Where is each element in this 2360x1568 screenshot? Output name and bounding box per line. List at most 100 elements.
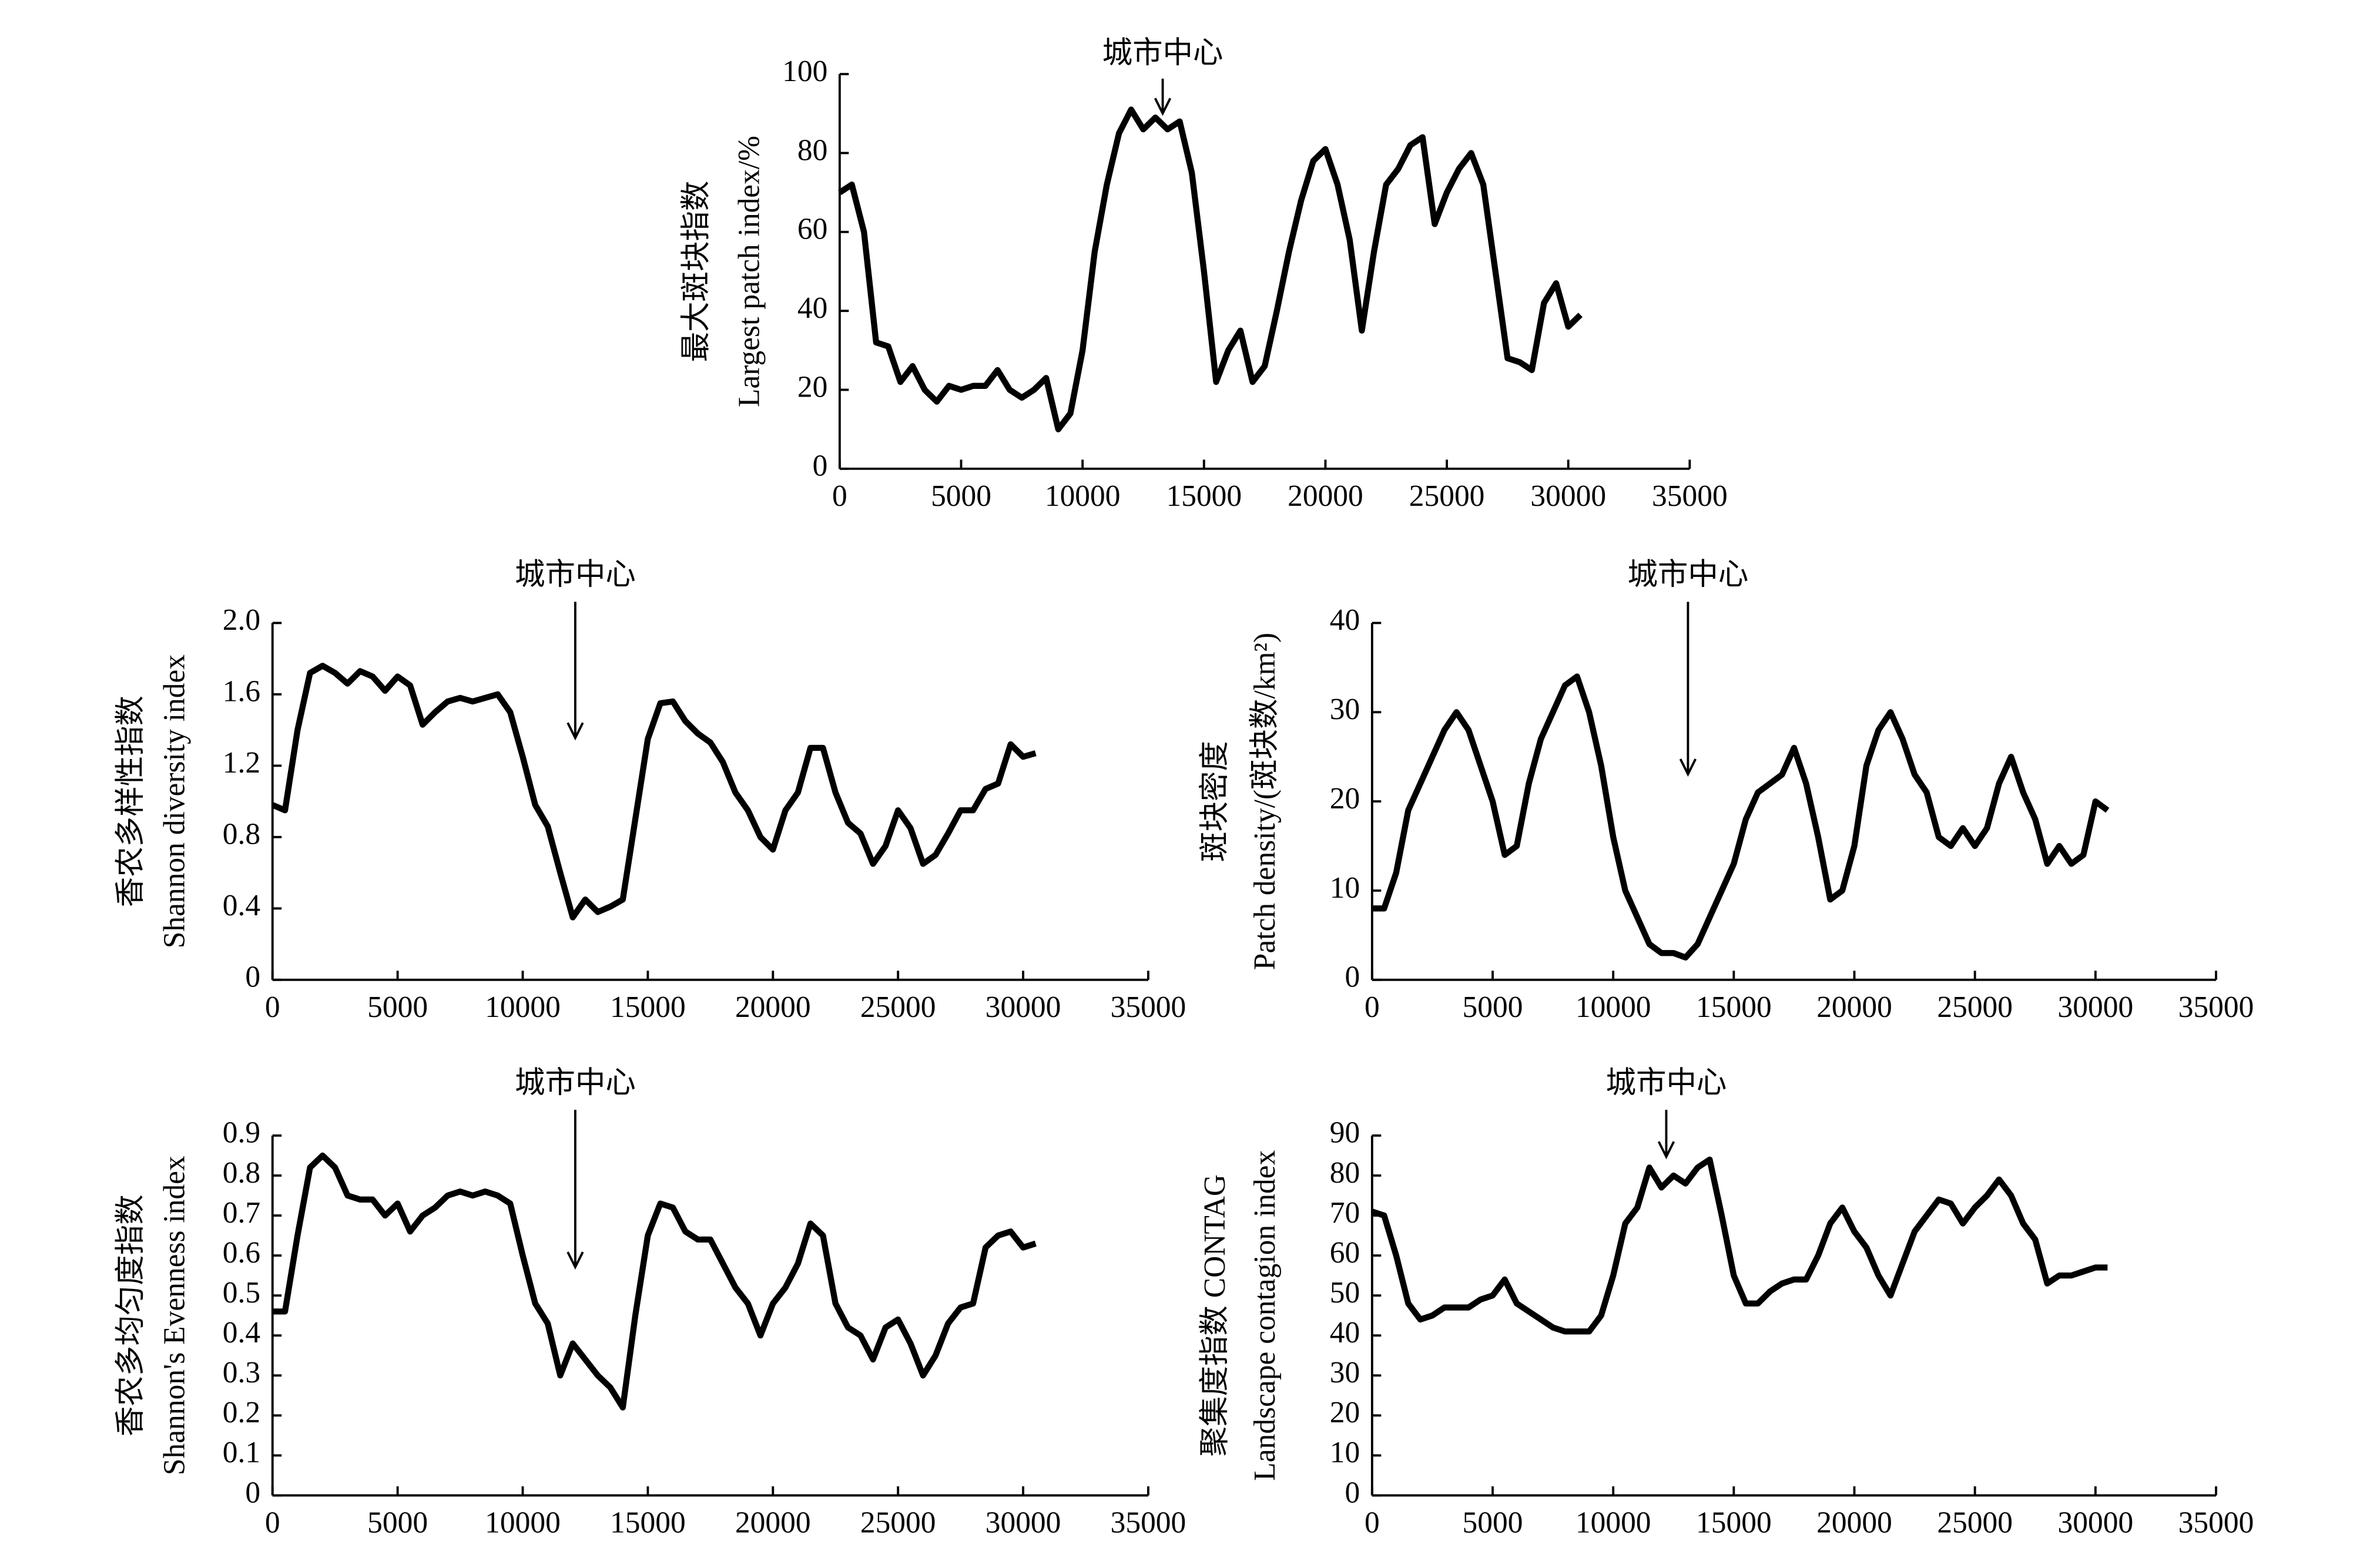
y-tick-label: 0.9 — [223, 1116, 260, 1150]
x-tick-label: 35000 — [1652, 479, 1728, 513]
y-tick-label: 80 — [797, 133, 827, 167]
y-tick-label: 0.4 — [223, 889, 260, 922]
y-tick-label: 90 — [1330, 1116, 1360, 1150]
y-tick-label: 10 — [1330, 1436, 1360, 1469]
y-tick-label: 0 — [1345, 961, 1360, 994]
x-tick-label: 35000 — [1111, 991, 1186, 1024]
y-tick-label: 20 — [797, 370, 827, 404]
y-tick-label: 60 — [1330, 1236, 1360, 1270]
x-tick-label: 0 — [1365, 1506, 1380, 1540]
data-line — [271, 663, 1037, 921]
y-tick-label: 20 — [1330, 1396, 1360, 1429]
y-tick-label: 40 — [797, 291, 827, 325]
y-axis-label: Shannon diversity index — [157, 654, 191, 949]
x-tick-label: 15000 — [610, 1506, 686, 1540]
x-tick-label: 30000 — [985, 991, 1061, 1024]
y-tick-label: 80 — [1330, 1156, 1360, 1190]
x-tick-label: 25000 — [1937, 1506, 2013, 1540]
y-axis-label: Shannon's Evenness index — [157, 1156, 191, 1475]
x-tick-label: 5000 — [1463, 991, 1523, 1024]
x-tick-label: 0 — [265, 1506, 280, 1540]
annotation: 城市中心 — [1627, 558, 1748, 592]
y-axis-label: Patch density/(斑块数/km²) — [1248, 633, 1282, 970]
x-tick-label: 30000 — [985, 1506, 1061, 1540]
x-tick-label: 5000 — [1463, 1506, 1523, 1540]
x-tick-label: 15000 — [1166, 479, 1242, 513]
x-tick-label: 35000 — [1111, 1506, 1186, 1540]
y-tick-label: 50 — [1330, 1276, 1360, 1310]
y-tick-label: 0.7 — [223, 1196, 260, 1230]
data-line — [1372, 673, 2110, 961]
x-tick-label: 20000 — [1816, 1506, 1892, 1540]
x-tick-label: 30000 — [2058, 991, 2134, 1024]
y-tick-label: 0.8 — [223, 818, 260, 851]
x-tick-label: 10000 — [485, 1506, 561, 1540]
y-tick-label: 0.6 — [223, 1236, 260, 1270]
y-tick-label: 0 — [813, 449, 828, 483]
x-tick-label: 10000 — [1575, 991, 1651, 1024]
y-tick-label: 0.5 — [223, 1276, 260, 1310]
data-line — [1371, 1156, 2108, 1335]
y-axis-label: Landscape contagion index — [1248, 1150, 1282, 1480]
y-tick-label: 40 — [1330, 603, 1360, 637]
x-tick-label: 5000 — [367, 991, 428, 1024]
data-line — [272, 1152, 1037, 1411]
x-tick-label: 25000 — [860, 1506, 936, 1540]
y-tick-label: 0 — [245, 961, 260, 994]
x-tick-label: 15000 — [610, 991, 686, 1024]
x-tick-label: 25000 — [1409, 479, 1485, 513]
x-tick-label: 0 — [1365, 991, 1380, 1024]
x-tick-label: 10000 — [1575, 1506, 1651, 1540]
x-tick-label: 15000 — [1696, 1506, 1772, 1540]
y-tick-label: 1.6 — [223, 675, 260, 709]
annotation-arrowhead — [1679, 758, 1697, 777]
x-tick-label: 15000 — [1696, 991, 1772, 1024]
x-tick-label: 30000 — [2058, 1506, 2134, 1540]
x-tick-label: 20000 — [735, 1506, 811, 1540]
x-tick-label: 5000 — [931, 479, 991, 513]
x-tick-label: 25000 — [1937, 991, 2013, 1024]
y-tick-label: 2.0 — [223, 603, 260, 637]
annotation-arrowhead — [566, 722, 584, 741]
annotation: 城市中心 — [515, 1066, 636, 1100]
y-tick-label: 100 — [782, 55, 827, 88]
y-tick-label: 0.2 — [223, 1396, 260, 1429]
y-tick-label: 60 — [797, 213, 827, 246]
x-tick-label: 20000 — [735, 991, 811, 1024]
y-axis-label: 聚集度指数 CONTAG — [1198, 1174, 1232, 1457]
y-tick-label: 0 — [245, 1476, 260, 1509]
y-tick-label: 0 — [1345, 1476, 1360, 1509]
x-tick-label: 30000 — [1530, 479, 1606, 513]
annotation-arrowhead — [1154, 98, 1172, 116]
annotation: 城市中心 — [1102, 36, 1223, 70]
annotation: 城市中心 — [1606, 1066, 1727, 1100]
y-tick-label: 70 — [1330, 1196, 1360, 1230]
x-tick-label: 20000 — [1816, 991, 1892, 1024]
x-tick-label: 0 — [832, 479, 847, 513]
annotation-arrowhead — [1657, 1141, 1675, 1160]
y-tick-label: 20 — [1330, 782, 1360, 815]
x-tick-label: 0 — [265, 991, 280, 1024]
x-tick-label: 35000 — [2178, 1506, 2254, 1540]
y-tick-label: 10 — [1330, 871, 1360, 905]
y-tick-label: 30 — [1330, 1356, 1360, 1389]
x-tick-label: 10000 — [1045, 479, 1121, 513]
y-axis-label: 最大斑块指数 — [679, 181, 713, 362]
x-tick-label: 25000 — [860, 991, 936, 1024]
y-axis-label: 香农多均匀度指数 — [114, 1194, 148, 1436]
x-tick-label: 5000 — [367, 1506, 428, 1540]
y-axis-label: 斑块密度 — [1198, 741, 1232, 862]
annotation: 城市中心 — [515, 558, 636, 592]
y-tick-label: 40 — [1330, 1316, 1360, 1349]
y-axis-label: 香农多样性指数 — [114, 696, 148, 907]
x-tick-label: 20000 — [1288, 479, 1363, 513]
x-tick-label: 10000 — [485, 991, 561, 1024]
y-tick-label: 1.2 — [223, 746, 260, 780]
y-tick-label: 0.4 — [223, 1316, 260, 1349]
annotation-arrowhead — [566, 1251, 584, 1270]
x-tick-label: 35000 — [2178, 991, 2254, 1024]
data-line — [838, 106, 1583, 432]
y-tick-label: 0.3 — [223, 1356, 260, 1389]
